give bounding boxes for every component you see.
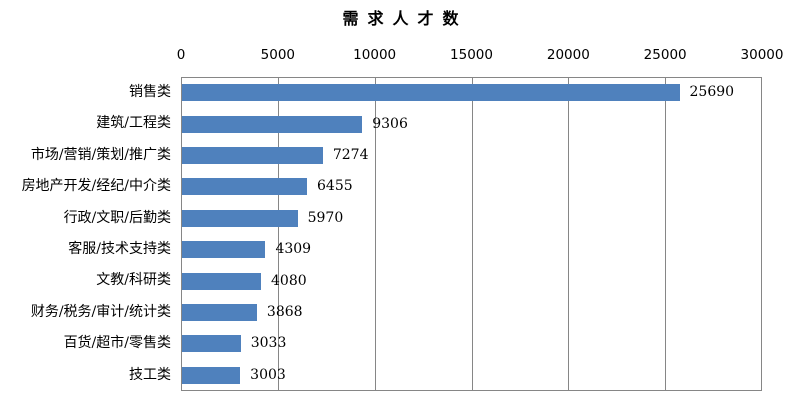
value-label: 6455 xyxy=(317,178,353,195)
value-label: 7274 xyxy=(332,147,369,163)
bar xyxy=(182,304,257,321)
bar xyxy=(182,115,363,133)
x-axis-tick-label: 0 xyxy=(176,47,186,63)
x-axis-tick-label: 15000 xyxy=(450,47,493,63)
value-label: 25690 xyxy=(689,84,735,101)
category-label: 行政/文职/后勤类 xyxy=(63,209,171,226)
x-axis-tick-label: 10000 xyxy=(353,47,397,63)
x-axis-tick-label: 30000 xyxy=(740,47,784,63)
value-label: 5970 xyxy=(307,209,344,226)
bar xyxy=(182,366,241,384)
value-label: 3033 xyxy=(250,335,287,352)
category-label: 建筑/工程类 xyxy=(96,115,171,132)
x-axis-tick-label: 25000 xyxy=(643,47,687,63)
gridline xyxy=(374,78,376,390)
bar xyxy=(182,147,323,164)
category-label: 房地产开发/经纪/中介类 xyxy=(21,178,171,195)
category-label: 客服/技术支持类 xyxy=(68,241,171,257)
value-label: 9306 xyxy=(372,115,408,132)
category-label: 销售类 xyxy=(129,84,171,100)
value-label: 4309 xyxy=(275,241,312,258)
category-label: 财务/税务/审计/统计类 xyxy=(30,303,171,320)
bar xyxy=(182,178,307,196)
bar xyxy=(182,272,262,290)
chart-title: 需求人才数 xyxy=(342,9,468,28)
value-label: 4080 xyxy=(271,272,307,289)
x-axis-tick-label: 20000 xyxy=(546,47,590,63)
bar xyxy=(182,209,298,227)
gridline xyxy=(277,78,279,390)
value-label: 3003 xyxy=(250,366,286,383)
bar xyxy=(182,84,680,102)
plot-area-border xyxy=(181,77,762,391)
x-axis-tick-label: 5000 xyxy=(260,47,296,63)
category-label: 百货/超市/零售类 xyxy=(63,335,171,352)
gridline xyxy=(471,78,473,390)
category-label: 文教/科研类 xyxy=(96,272,171,289)
bar xyxy=(182,241,266,259)
value-label: 3868 xyxy=(266,304,303,320)
bar xyxy=(182,335,241,353)
gridline xyxy=(568,78,570,390)
gridline xyxy=(665,78,667,390)
category-label: 市场/营销/策划/推广类 xyxy=(30,146,171,163)
category-label: 技工类 xyxy=(129,366,171,383)
